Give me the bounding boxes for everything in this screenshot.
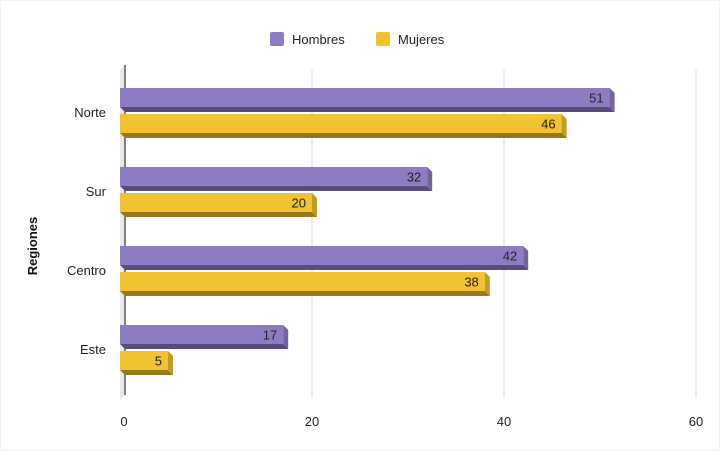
category-label: Sur	[86, 184, 107, 199]
legend: Hombres Mujeres	[270, 32, 445, 47]
bar-front	[120, 193, 312, 212]
bar-side	[484, 272, 490, 296]
bar-bottom	[120, 133, 567, 138]
category-label: Este	[80, 342, 106, 357]
legend-item-hombres: Hombres	[270, 32, 345, 47]
data-label: 20	[292, 196, 306, 211]
legend-label: Hombres	[292, 32, 345, 47]
legend-swatch	[270, 32, 284, 46]
bar-bottom	[120, 291, 490, 296]
data-label: 42	[503, 249, 517, 264]
bar-mujeres-norte	[120, 114, 567, 138]
bar-front	[120, 351, 168, 370]
data-label: 46	[541, 117, 555, 132]
bar-front	[120, 88, 610, 107]
bar-front	[120, 325, 284, 344]
bar-hombres-este	[120, 325, 289, 349]
bar-side	[312, 193, 317, 217]
bar-bottom	[120, 212, 317, 217]
bar-bottom	[120, 344, 289, 349]
bar-side	[523, 246, 529, 270]
bar-mujeres-sur	[120, 193, 317, 217]
legend-item-mujeres: Mujeres	[376, 32, 445, 47]
category-label: Centro	[67, 263, 106, 278]
bar-bottom	[120, 265, 529, 270]
data-label: 5	[155, 354, 162, 369]
bar-front	[120, 246, 524, 265]
bar-hombres-sur	[120, 167, 433, 191]
bar-bottom	[120, 186, 433, 191]
bar-bottom	[120, 370, 173, 375]
y-axis-title: Regiones	[25, 217, 40, 276]
x-tick-label: 20	[305, 414, 319, 429]
data-label: 51	[589, 91, 603, 106]
bar-side	[427, 167, 433, 191]
bar-front	[120, 272, 485, 291]
axis-wall	[120, 65, 125, 400]
data-labels: 51 46 32 20 42 38 17 5	[155, 91, 604, 369]
bar-front	[120, 167, 428, 186]
bar-hombres-norte	[120, 88, 615, 112]
data-label: 32	[407, 170, 421, 185]
data-label: 38	[464, 275, 478, 290]
category-label: Norte	[74, 105, 106, 120]
x-tick-label: 0	[120, 414, 127, 429]
bar-side	[283, 325, 289, 349]
legend-label: Mujeres	[398, 32, 445, 47]
bar-mujeres-este	[120, 351, 173, 375]
bar-mujeres-centro	[120, 272, 490, 296]
bar-hombres-centro	[120, 246, 529, 270]
bar-front	[120, 114, 562, 133]
data-label: 17	[263, 328, 277, 343]
bar-side	[561, 114, 567, 138]
bar-side	[168, 351, 173, 375]
bar-bottom	[120, 107, 615, 112]
x-tick-label: 40	[497, 414, 511, 429]
legend-swatch	[376, 32, 390, 46]
x-tick-label: 60	[689, 414, 703, 429]
bars	[120, 88, 615, 375]
bar-side	[609, 88, 615, 112]
